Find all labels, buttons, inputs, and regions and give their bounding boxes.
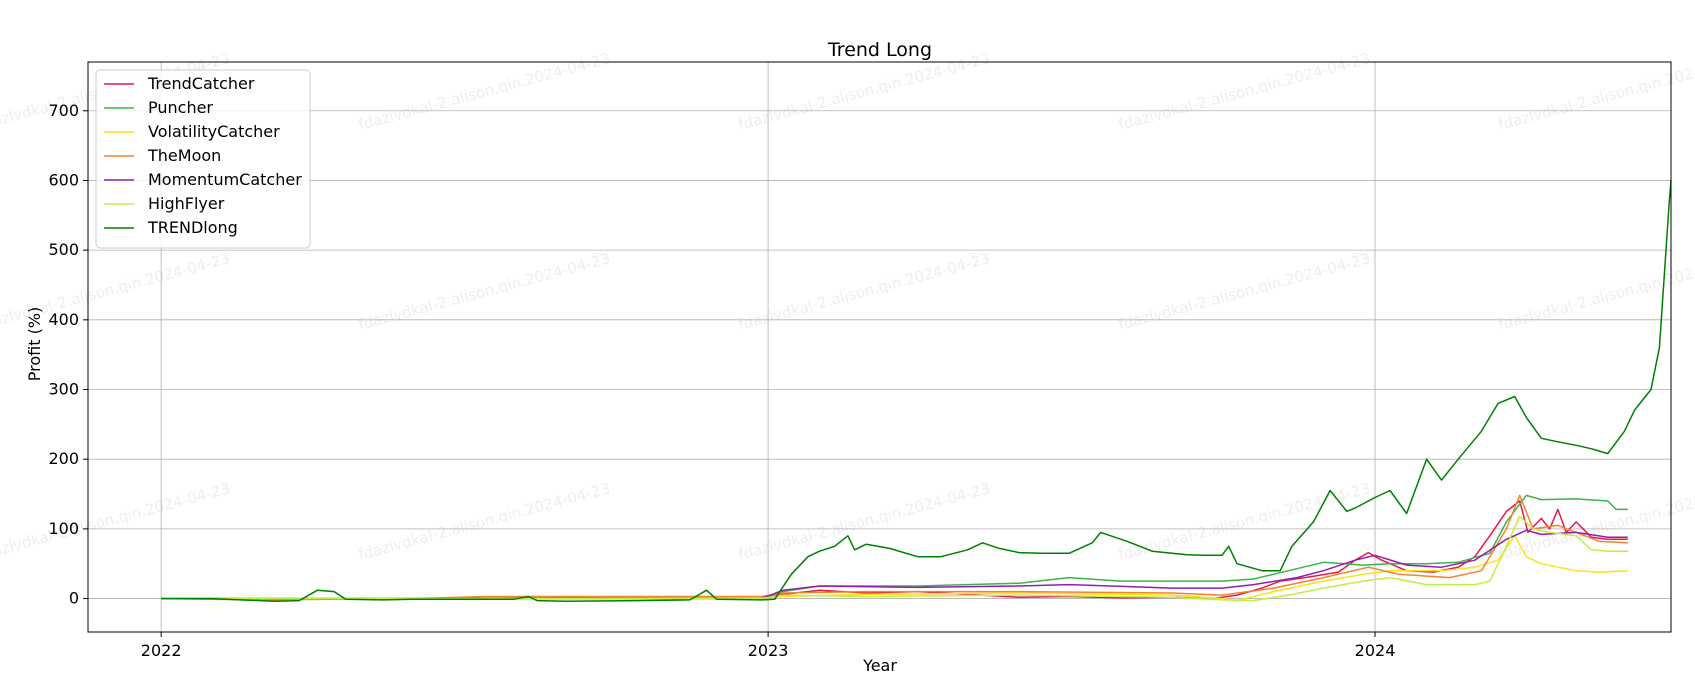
- y-axis-label: Profit (%): [25, 307, 44, 382]
- series-line-trendlong: [161, 180, 1672, 603]
- y-tick-label: 0: [69, 589, 79, 608]
- x-axis-ticks: 2022 2023 2024: [141, 632, 1396, 660]
- chart-title: Trend Long: [827, 39, 932, 61]
- plot-frame: [87, 61, 1672, 633]
- legend-label: TRENDlong: [147, 218, 238, 237]
- y-tick-label: 600: [48, 170, 79, 189]
- legend-box: [95, 69, 311, 249]
- series-layer: [161, 180, 1672, 603]
- x-tick-label: 2022: [141, 641, 182, 660]
- y-axis-ticks: 0 100 200 300 400 500 600 700: [48, 101, 88, 608]
- y-tick-label: 500: [48, 240, 79, 259]
- series-line-highflyer: [161, 515, 1628, 602]
- legend-label: VolatilityCatcher: [148, 122, 280, 141]
- legend-label: MomentumCatcher: [148, 170, 302, 189]
- legend-label: TrendCatcher: [147, 74, 255, 93]
- legend: TrendCatcher Puncher VolatilityCatcher TheM…: [95, 69, 311, 249]
- series-line-volatilitycatcher: [161, 535, 1628, 602]
- legend-label: HighFlyer: [148, 194, 225, 213]
- series-line-momentumcatcher: [161, 529, 1628, 600]
- y-tick-label: 700: [48, 101, 79, 120]
- y-tick-label: 400: [48, 310, 79, 329]
- legend-label: TheMoon: [147, 146, 221, 165]
- series-line-themoon: [161, 494, 1628, 601]
- legend-label: Puncher: [148, 98, 213, 117]
- x-tick-label: 2023: [748, 641, 789, 660]
- x-tick-label: 2024: [1355, 641, 1396, 660]
- y-tick-label: 300: [48, 380, 79, 399]
- y-tick-label: 100: [48, 519, 79, 538]
- x-axis-label: Year: [862, 656, 897, 675]
- y-tick-label: 200: [48, 449, 79, 468]
- grid-layer: [88, 62, 1671, 632]
